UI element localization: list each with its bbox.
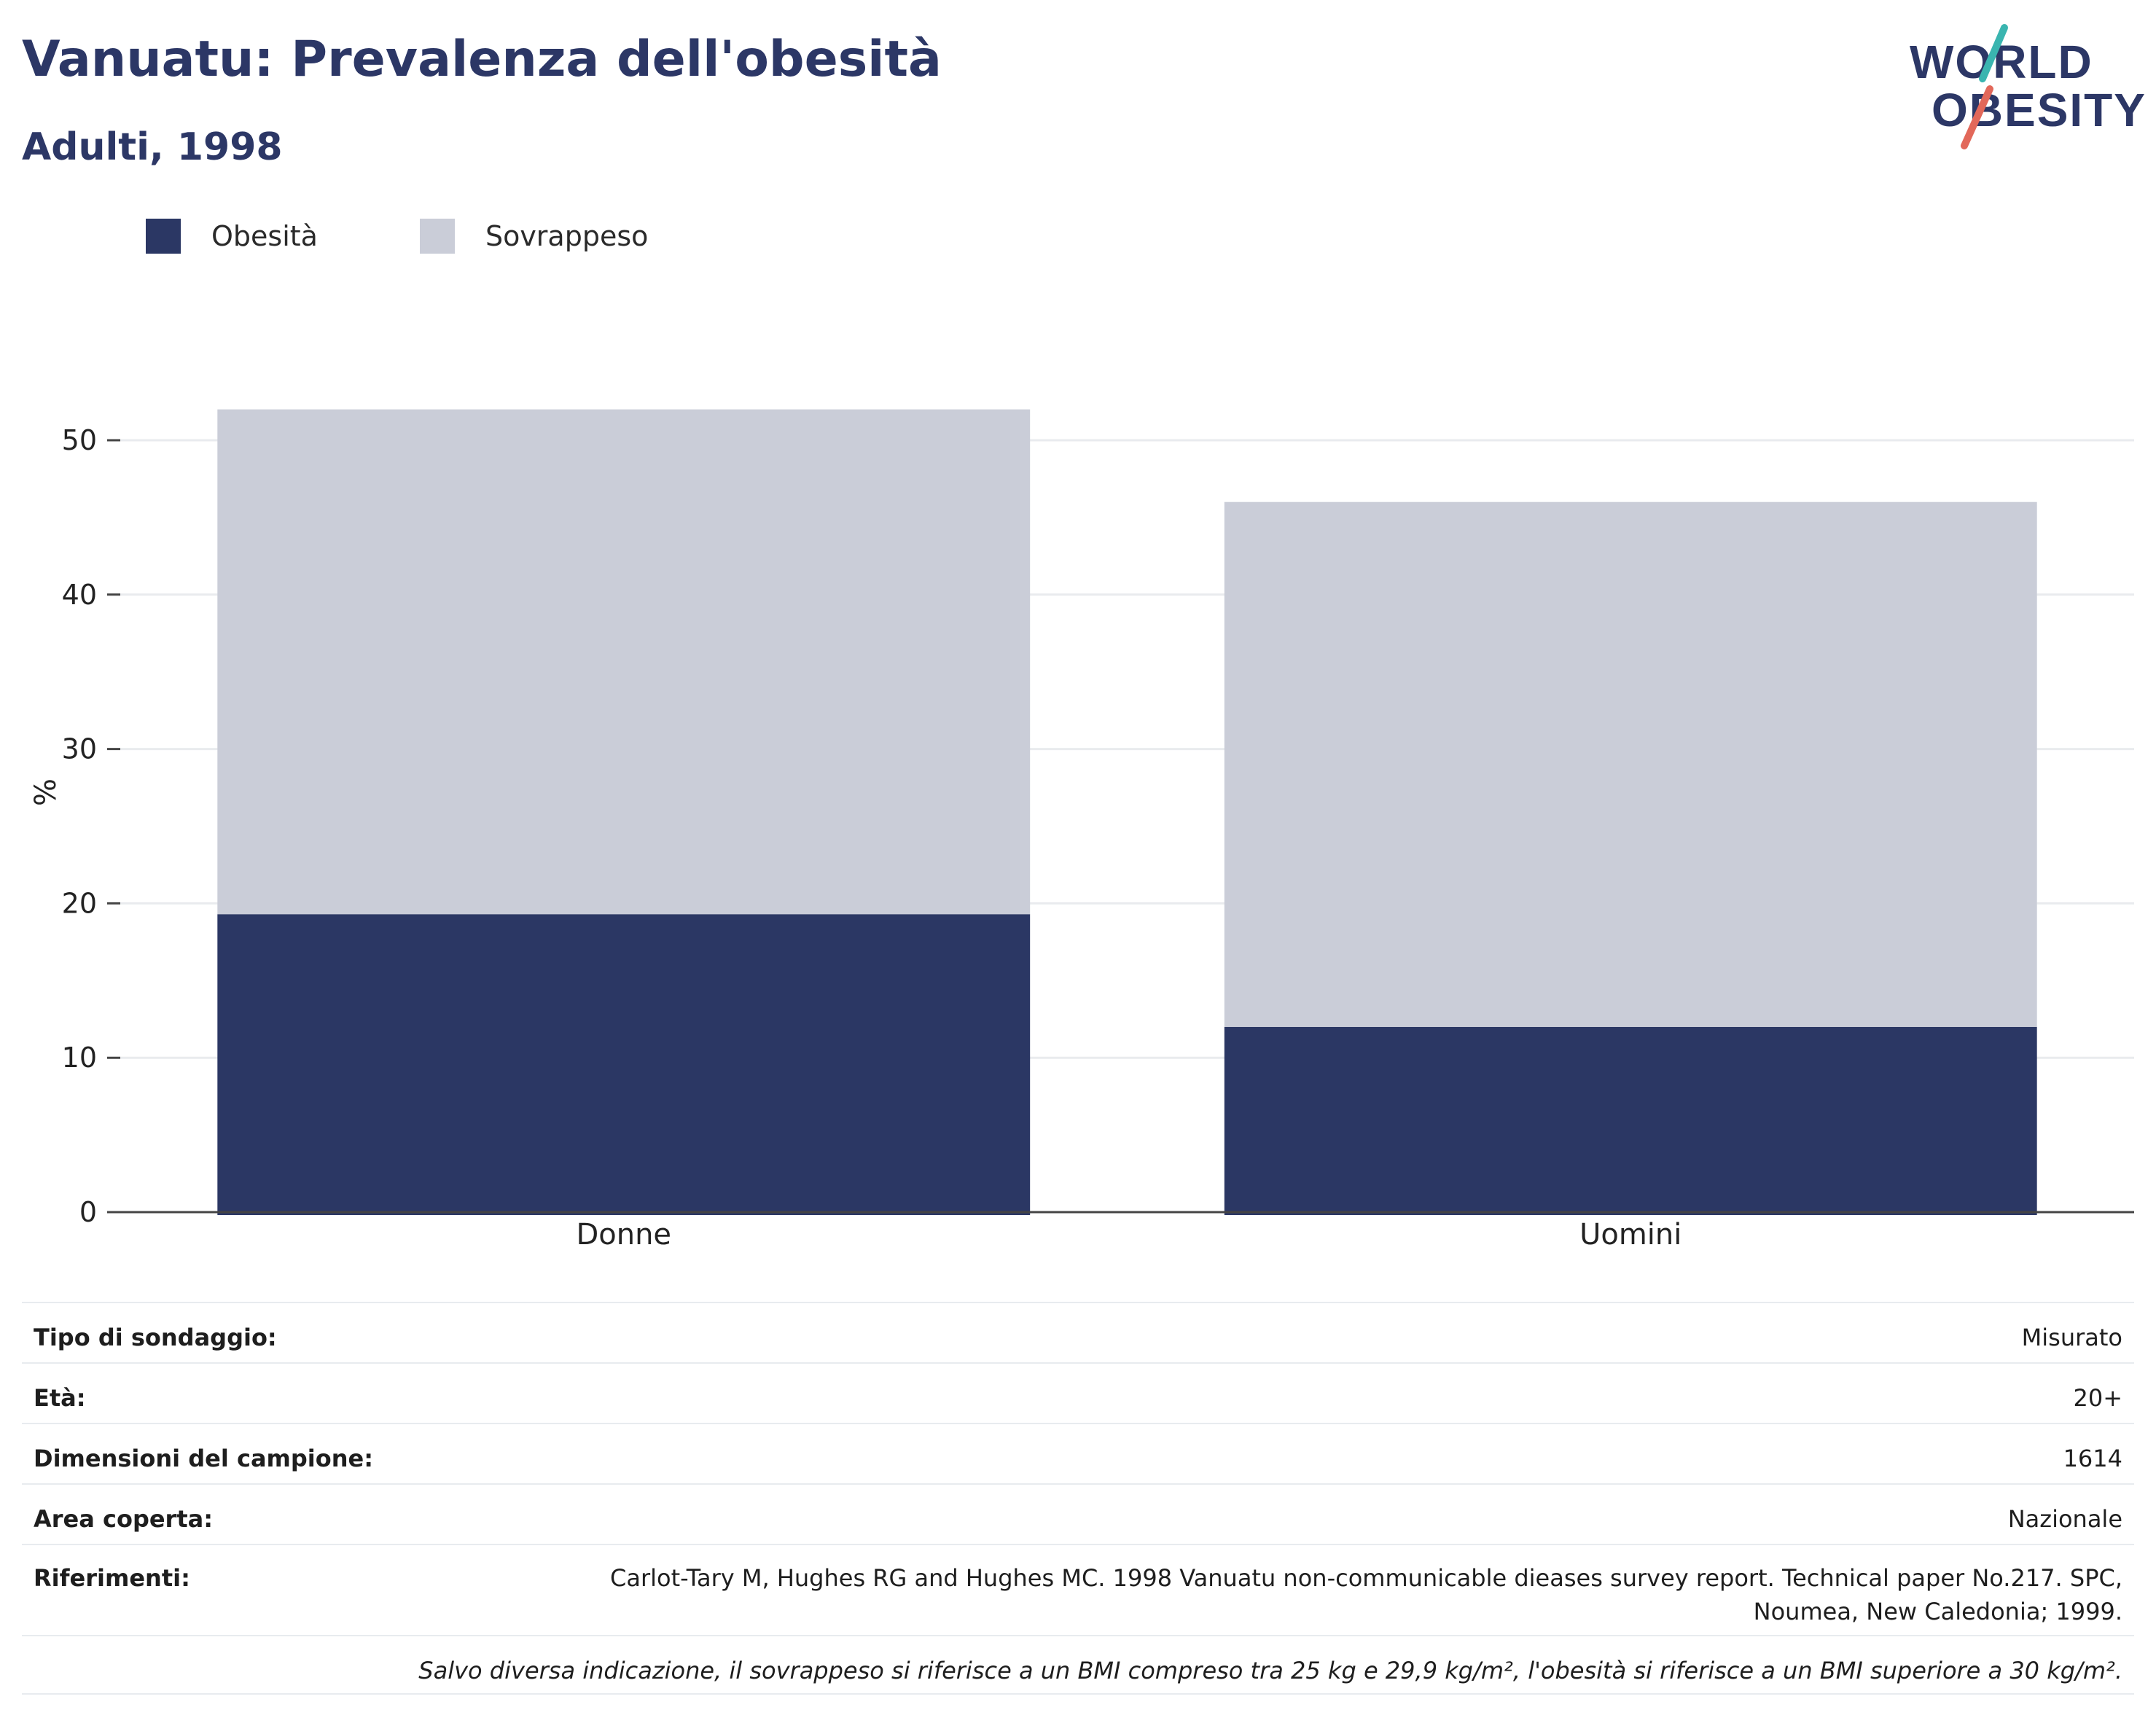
y-tick-label: 40 xyxy=(62,579,97,611)
info-label: Tipo di sondaggio: xyxy=(34,1324,277,1351)
note-text: Salvo diversa indicazione, il sovrappeso… xyxy=(418,1657,2122,1684)
info-value: Carlot-Tary M, Hughes RG and Hughes MC. … xyxy=(610,1564,2122,1625)
info-label: Area coperta: xyxy=(34,1505,214,1533)
x-tick-label: Uomini xyxy=(1579,1218,1682,1251)
y-axis-label: % xyxy=(29,778,63,806)
y-tick-label: 20 xyxy=(62,887,97,919)
legend-label-obesity: Obesità xyxy=(211,220,318,252)
y-tick-label: 0 xyxy=(79,1196,97,1228)
info-label: Riferimenti: xyxy=(34,1564,190,1592)
bmi-note: Salvo diversa indicazione, il sovrappeso… xyxy=(22,1635,2134,1695)
info-row-area: Area coperta: Nazionale xyxy=(22,1483,2134,1544)
y-tick-label: 50 xyxy=(62,424,97,456)
bar-uomini-overweight[interactable] xyxy=(1224,501,2037,1027)
info-label: Età: xyxy=(34,1384,86,1412)
x-tick-label: Donne xyxy=(576,1218,671,1251)
legend-item-obesity[interactable]: Obesità xyxy=(146,219,318,254)
world-obesity-logo: WORLD OBESITY xyxy=(1895,22,2145,153)
info-value: Misurato xyxy=(2021,1324,2122,1351)
info-row-survey-type: Tipo di sondaggio: Misurato xyxy=(22,1302,2134,1362)
logo-slash-icon xyxy=(1961,24,2008,149)
chart-title: Vanuatu: Prevalenza dell'obesità xyxy=(22,31,942,88)
legend-item-overweight[interactable]: Sovrappeso xyxy=(419,219,649,254)
legend-swatch-obesity xyxy=(146,219,181,254)
info-value: 1614 xyxy=(2063,1445,2122,1472)
bars xyxy=(217,409,2037,1215)
bar-chart: 0 10 20 30 40 50 Donne Uomini % xyxy=(29,409,2134,1251)
info-value: 20+ xyxy=(2073,1384,2122,1412)
axes: 0 10 20 30 40 50 Donne Uomini xyxy=(62,424,2134,1251)
y-tick-label: 30 xyxy=(62,733,97,765)
logo-line-2: OBESITY xyxy=(1932,84,2147,136)
legend-label-overweight: Sovrappeso xyxy=(485,220,649,252)
info-row-sample-size: Dimensioni del campione: 1614 xyxy=(22,1423,2134,1483)
chart-subtitle: Adulti, 1998 xyxy=(22,125,283,169)
survey-info-table: Tipo di sondaggio: Misurato Età: 20+ Dim… xyxy=(22,1302,2134,1695)
bar-uomini-obesity[interactable] xyxy=(1224,1026,2037,1215)
bar-donne-overweight[interactable] xyxy=(217,409,1031,915)
info-row-age: Età: 20+ xyxy=(22,1362,2134,1423)
info-value: Nazionale xyxy=(2007,1505,2122,1533)
info-label: Dimensioni del campione: xyxy=(34,1445,374,1472)
legend: Obesità Sovrappeso xyxy=(146,217,750,255)
y-tick-label: 10 xyxy=(62,1042,97,1074)
bar-donne-obesity[interactable] xyxy=(217,914,1031,1215)
legend-swatch-overweight xyxy=(419,219,455,254)
info-row-references: Riferimenti: Carlot-Tary M, Hughes RG an… xyxy=(22,1544,2134,1635)
